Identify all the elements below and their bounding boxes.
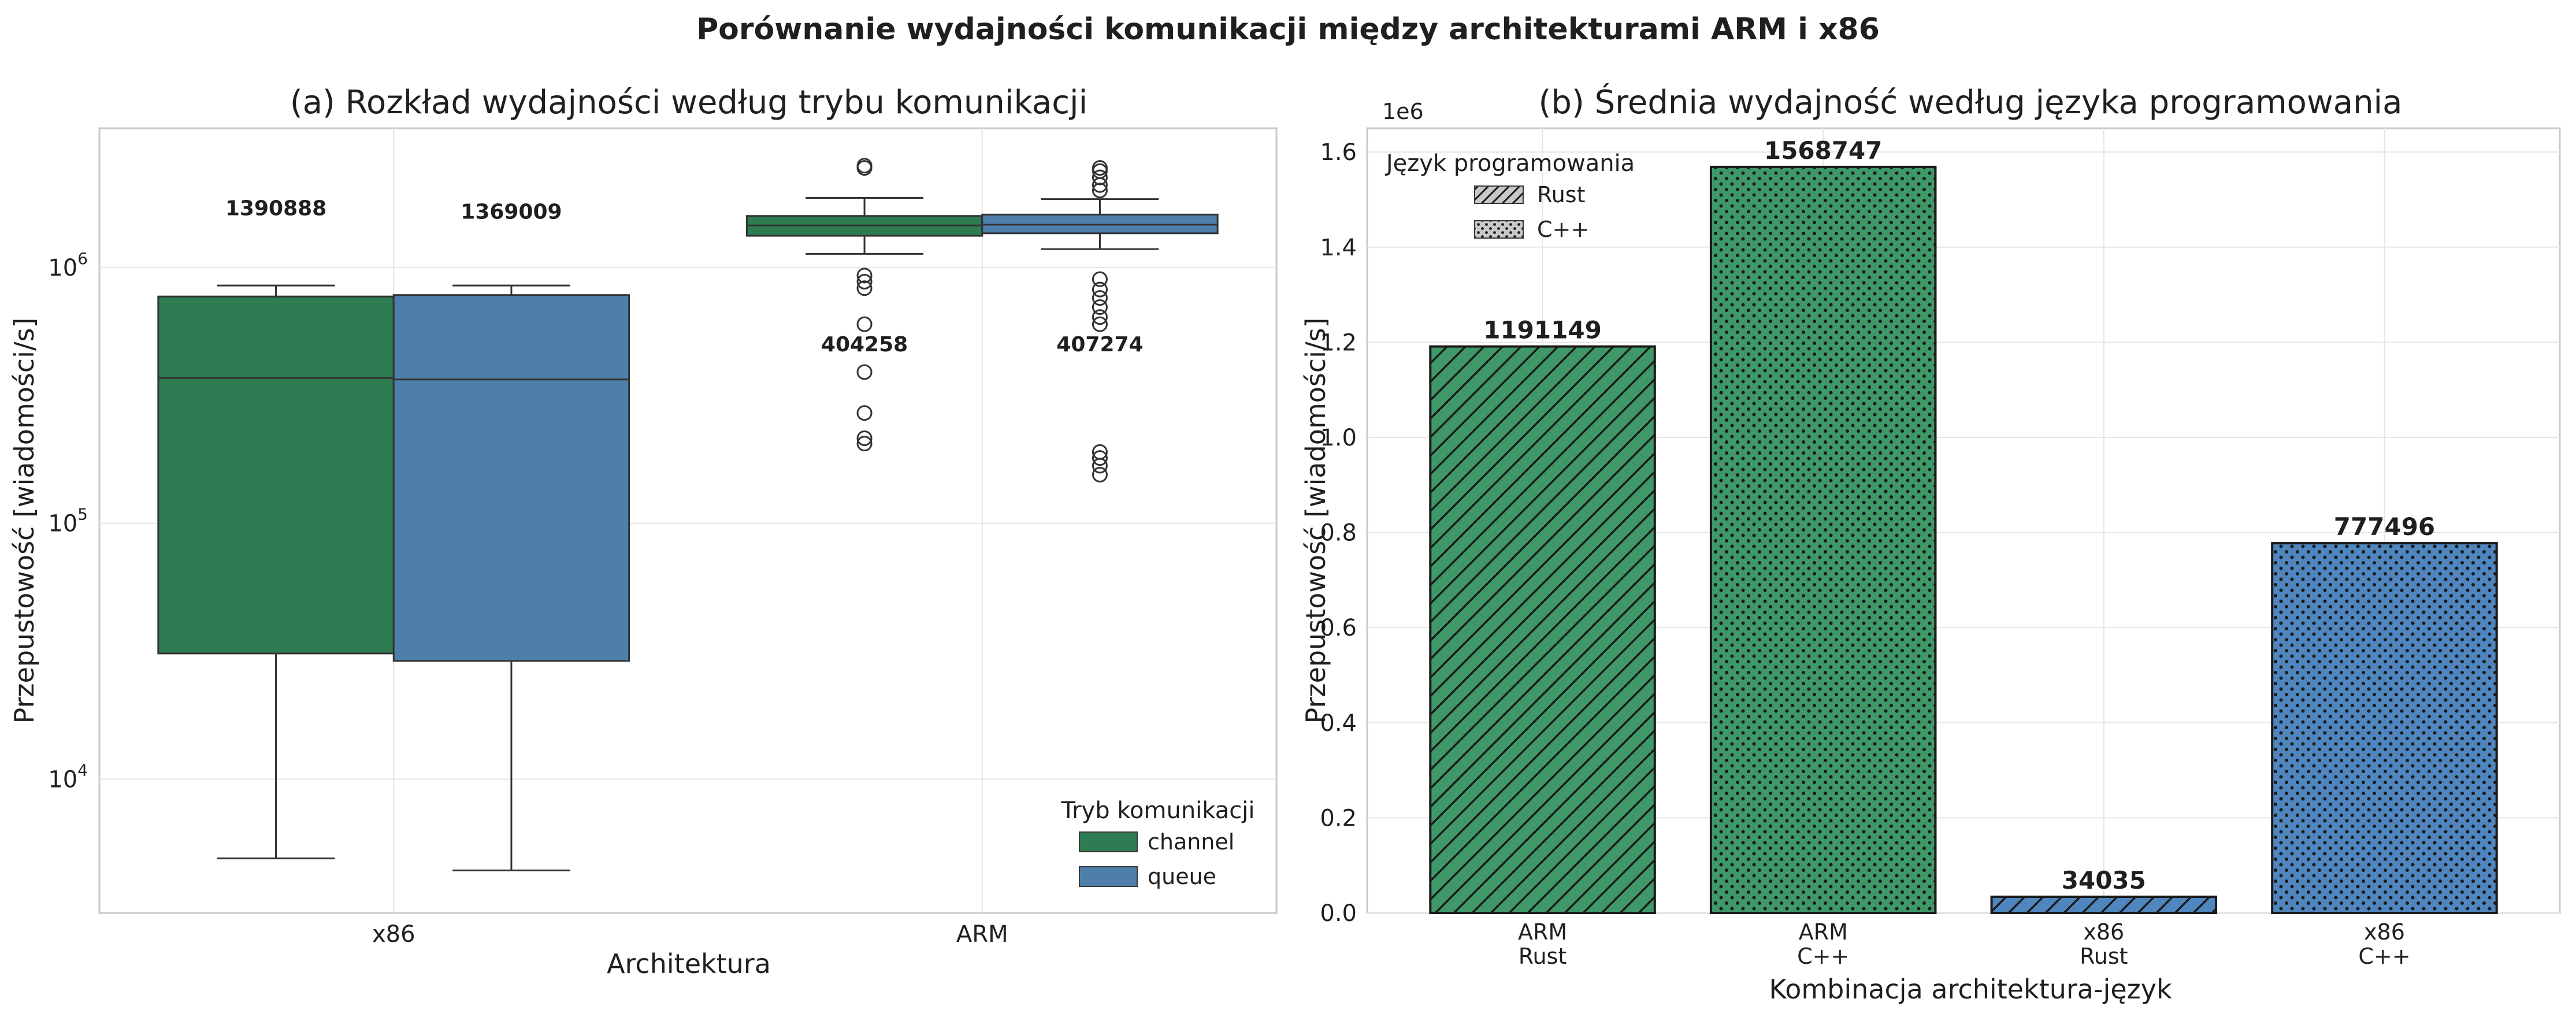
panel-a-boxes: [157, 158, 1219, 871]
outlier-point: [856, 430, 873, 446]
panel-a-ylabel: Przepustowość [wiadomości/s]: [9, 318, 40, 724]
outlier-point: [856, 436, 873, 452]
y-tick-label: 104: [48, 760, 88, 793]
box-queue-arm: [981, 160, 1219, 482]
legend-label-cpp: C++: [1537, 217, 1589, 242]
outlier-point: [1092, 281, 1108, 298]
annotation-label: 1369009: [461, 201, 562, 224]
x-tick-label-arm: ARM: [956, 921, 1008, 948]
panel-b-title: (b) Średnia wydajność według języka prog…: [1539, 84, 2403, 121]
y-tick-label: 106: [48, 249, 88, 281]
bar-value-label: 1191149: [1483, 316, 1602, 344]
panel-a-x-ticks: x86 ARM: [372, 921, 1008, 948]
outlier-point: [856, 268, 873, 284]
outlier-point: [1092, 290, 1108, 306]
box-queue-x86: [392, 284, 630, 871]
bar-value-label: 1568747: [1764, 136, 1883, 165]
x-tick-arch: x86: [2083, 919, 2124, 945]
panel-b-legend-title: Język programowania: [1384, 150, 1635, 177]
y-tick-label: 0.4: [1320, 710, 1357, 737]
panel-b-bars: 1191149 1568747 34035 777496: [1429, 136, 2498, 915]
figure-suptitle: Porównanie wydajności komunikacji między…: [696, 12, 1880, 47]
box-iqr: [157, 295, 395, 655]
outlier-point: [856, 364, 873, 380]
y-tick-label: 0.2: [1320, 805, 1357, 831]
panel-b-offset-label: 1e6: [1382, 99, 1424, 124]
y-tick-label: 0.8: [1320, 520, 1357, 547]
legend-label-queue: queue: [1148, 864, 1216, 889]
panel-a-y-ticks: 104 105 106: [48, 249, 88, 793]
legend-label-rust: Rust: [1537, 182, 1585, 207]
panel-b-xlabel: Kombinacja architektura-język: [1769, 974, 2172, 1005]
outlier-point: [856, 158, 873, 174]
panel-b-ylabel: Przepustowość [wiadomości/s]: [1300, 318, 1331, 724]
x-tick-arch: ARM: [1799, 919, 1848, 945]
annotation-label: 407274: [1056, 333, 1143, 357]
x-tick-lang: Rust: [1519, 944, 1567, 969]
box-iqr: [392, 294, 630, 662]
box-channel-x86: [157, 284, 395, 860]
outlier-point: [1092, 309, 1108, 325]
outlier-point: [856, 316, 873, 332]
outlier-point: [856, 280, 873, 296]
outlier-point: [1092, 271, 1108, 287]
panel-b: (b) Średnia wydajność według języka prog…: [1300, 84, 2561, 1005]
outlier-point: [856, 405, 873, 421]
legend-swatch-channel: [1079, 831, 1138, 852]
outlier-point: [1092, 458, 1108, 474]
x-tick-label-x86: x86: [372, 921, 415, 948]
y-tick-label: 1.0: [1320, 425, 1357, 451]
bar-value-label: 34035: [2062, 866, 2146, 894]
bar-arm-cpp: [1709, 165, 1937, 915]
y-tick-label: 1.6: [1320, 139, 1357, 166]
x-tick-arch: ARM: [1518, 919, 1567, 945]
panel-a-legend-title: Tryb komunikacji: [1061, 797, 1255, 824]
outlier-point: [1092, 466, 1108, 482]
outlier-point: [1092, 316, 1108, 332]
outlier-point: [1092, 450, 1108, 466]
x-tick-lang: Rust: [2080, 944, 2128, 969]
y-tick-label: 0.0: [1320, 900, 1357, 927]
legend-label-channel: channel: [1148, 829, 1234, 855]
outlier-point: [1092, 177, 1108, 193]
panel-b-y-ticks: 0.0 0.2 0.4 0.6 0.8 1.0 1.2 1.4 1.6: [1320, 139, 1357, 927]
outlier-point: [1092, 183, 1108, 199]
panel-a-legend: Tryb komunikacji channel queue: [1061, 797, 1255, 889]
legend-swatch-cpp: [1474, 220, 1524, 239]
panel-b-legend: Język programowania Rust C++: [1384, 150, 1635, 242]
legend-swatch-rust: [1474, 185, 1524, 204]
x-tick-lang: C++: [1797, 944, 1849, 969]
y-tick-label: 1.4: [1320, 235, 1357, 261]
bar-x86-cpp: [2271, 542, 2498, 914]
annotation-label: 1390888: [225, 197, 326, 221]
panel-a-title: (a) Rozkład wydajności według trybu komu…: [290, 84, 1087, 121]
outlier-point: [856, 273, 873, 289]
legend-swatch-queue: [1079, 866, 1138, 887]
annotation-label: 404258: [821, 333, 908, 357]
x-tick-arch: x86: [2364, 919, 2405, 945]
panel-a: (a) Rozkład wydajności według trybu komu…: [9, 84, 1278, 979]
y-tick-label: 0.6: [1320, 615, 1357, 641]
bar-value-label: 777496: [2334, 513, 2435, 541]
y-tick-label: 1.2: [1320, 329, 1357, 356]
y-tick-label: 105: [48, 505, 88, 537]
panel-a-annotations: 1390888 1369009 404258 407274: [225, 197, 1144, 357]
outlier-point: [1092, 299, 1108, 315]
x-tick-lang: C++: [2358, 944, 2410, 969]
bar-x86-rust: [1990, 895, 2218, 914]
bar-arm-rust: [1429, 345, 1656, 914]
panel-a-xlabel: Architektura: [607, 948, 771, 979]
